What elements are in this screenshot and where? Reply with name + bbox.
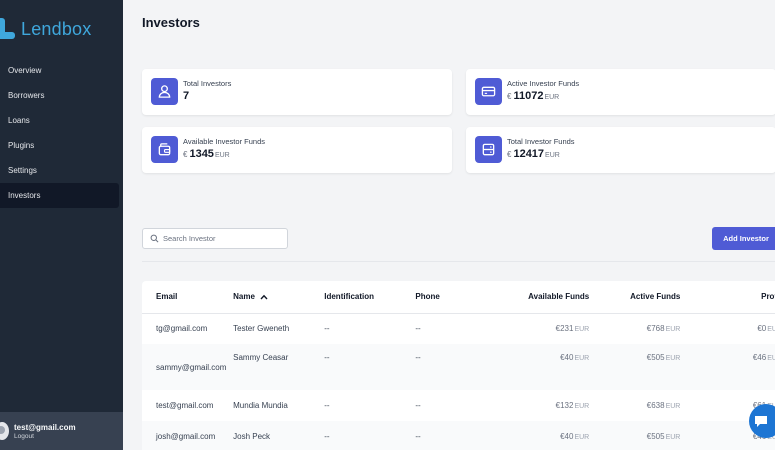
column-header-email[interactable]: Email <box>142 281 234 314</box>
wallet-icon <box>151 136 178 163</box>
column-header-active-funds[interactable]: Active Funds <box>589 281 681 314</box>
logo[interactable]: Lendbox <box>0 16 91 42</box>
credit-card-icon <box>475 78 502 105</box>
table-row[interactable]: sammy@gmail.com Sammy Ceasar -- -- €40EU… <box>142 344 775 390</box>
users-icon <box>151 78 178 105</box>
cell-phone: -- <box>415 421 479 450</box>
cell-name: Mundia Mundia <box>233 401 288 410</box>
stat-label: Active Investor Funds <box>507 79 580 88</box>
table-row[interactable]: tg@gmail.com Tester Gweneth -- -- €231EU… <box>142 313 775 344</box>
stat-value: 7 <box>183 90 190 102</box>
column-header-phone[interactable]: Phone <box>415 281 479 314</box>
cell-email: sammy@gmail.com <box>142 344 234 390</box>
investors-table: Email Name Identification Phone Availabl… <box>142 281 775 450</box>
stat-value: €12417EUR <box>507 148 560 160</box>
cell-phone: -- <box>415 344 479 390</box>
stat-value: €1345EUR <box>183 148 230 160</box>
sidebar-item-investors[interactable]: Investors <box>0 183 119 208</box>
user-profile[interactable]: test@gmail.com Logout <box>0 412 123 450</box>
cell-identification: -- <box>324 324 330 334</box>
cell-email: tg@gmail.com <box>156 324 208 334</box>
search-icon <box>150 234 159 243</box>
stat-card-active-funds: Active Investor Funds €11072EUR <box>466 69 775 115</box>
column-header-name[interactable]: Name <box>233 281 325 314</box>
sidebar-item-plugins[interactable]: Plugins <box>8 141 35 150</box>
cell-profit: €0EUR <box>757 324 775 334</box>
stat-card-total-investors: Total Investors 7 <box>142 69 452 115</box>
column-header-available-funds[interactable]: Available Funds <box>478 281 590 314</box>
cell-identification: -- <box>324 344 416 390</box>
page-title: Investors <box>142 15 200 30</box>
cell-active-funds: €505EUR <box>589 421 681 450</box>
user-email: test@gmail.com <box>14 422 76 432</box>
search-box[interactable] <box>142 228 288 249</box>
stat-card-available-funds: Available Investor Funds €1345EUR <box>142 127 452 173</box>
table-row[interactable]: josh@gmail.com Josh Peck -- -- €40EUR €5… <box>142 421 775 450</box>
sort-ascending-icon[interactable] <box>260 294 268 300</box>
cell-available-funds: €40EUR <box>478 421 590 450</box>
cell-available-funds: €231EUR <box>555 324 590 334</box>
cell-identification: -- <box>324 401 330 410</box>
stat-label: Total Investors <box>183 79 232 88</box>
cell-active-funds: €505EUR <box>589 344 681 390</box>
sidebar: Lendbox Overview Borrowers Loans Plugins… <box>0 0 123 450</box>
cell-phone: -- <box>415 324 421 334</box>
column-header-profit[interactable]: Profit <box>680 281 775 314</box>
cell-available-funds: €40EUR <box>478 344 590 390</box>
sidebar-item-loans[interactable]: Loans <box>8 116 30 125</box>
cell-email: test@gmail.com <box>156 401 214 410</box>
logo-icon <box>0 18 16 40</box>
cell-active-funds: €638EUR <box>646 401 681 410</box>
cell-phone: -- <box>415 401 421 410</box>
stat-value: €11072EUR <box>507 90 560 102</box>
app-name: Lendbox <box>21 18 92 39</box>
cell-name: Tester Gweneth <box>233 324 290 334</box>
cell-active-funds: €768EUR <box>646 324 681 334</box>
cell-name: Sammy Ceasar <box>233 344 325 390</box>
logout-link[interactable]: Logout <box>14 432 34 440</box>
stat-label: Total Investor Funds <box>507 137 575 146</box>
main-content: Investors Total Investors 7 Active Inves… <box>123 0 775 450</box>
sidebar-item-settings[interactable]: Settings <box>8 166 37 175</box>
cell-name: Josh Peck <box>233 421 325 450</box>
table-header-row: Email Name Identification Phone Availabl… <box>142 281 775 314</box>
table-row[interactable]: test@gmail.com Mundia Mundia -- -- €132E… <box>142 390 775 421</box>
sidebar-nav: Overview Borrowers Loans Plugins Setting… <box>0 58 123 208</box>
chat-icon <box>755 416 767 427</box>
cell-profit: €46EUR <box>680 344 775 390</box>
add-investor-button[interactable]: Add Investor <box>712 227 775 250</box>
sidebar-item-overview[interactable]: Overview <box>8 66 42 75</box>
avatar <box>0 422 9 440</box>
cell-identification: -- <box>324 421 416 450</box>
stat-card-total-funds: Total Investor Funds €12417EUR <box>466 127 775 173</box>
divider <box>142 261 775 262</box>
cell-email: josh@gmail.com <box>142 421 234 450</box>
search-input[interactable] <box>163 234 281 243</box>
chat-widget-button[interactable] <box>749 404 775 438</box>
server-icon <box>475 136 502 163</box>
sidebar-item-borrowers[interactable]: Borrowers <box>8 91 45 100</box>
stat-label: Available Investor Funds <box>183 137 265 146</box>
cell-available-funds: €132EUR <box>555 401 590 410</box>
column-header-identification[interactable]: Identification <box>324 281 416 314</box>
